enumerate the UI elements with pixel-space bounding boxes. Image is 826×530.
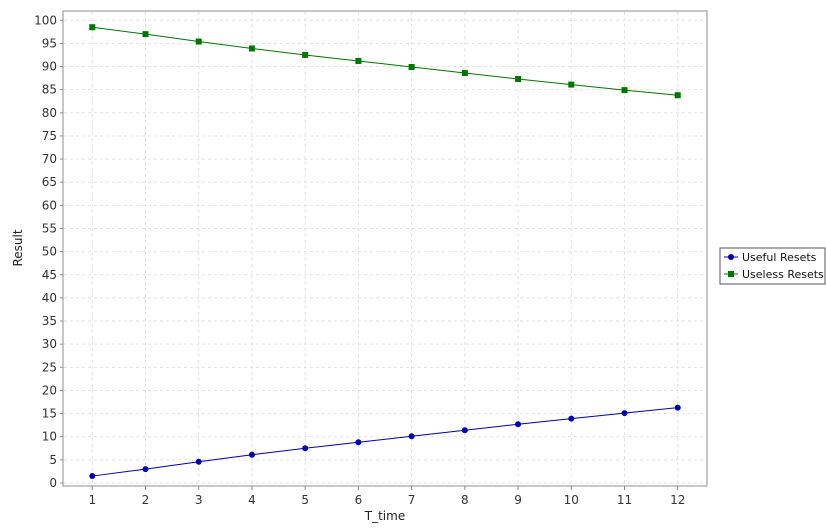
y-tick-label: 55 — [42, 221, 57, 235]
legend-label: Useful Resets — [742, 251, 817, 264]
data-point-circle — [195, 458, 202, 465]
x-axis-title: T_time — [364, 509, 405, 523]
x-tick-label: 10 — [564, 493, 579, 507]
legend-marker-circle — [728, 254, 734, 260]
data-point-square — [568, 81, 575, 88]
series-line — [92, 26, 678, 96]
y-tick-label: 65 — [42, 175, 57, 189]
y-tick-label: 50 — [42, 245, 57, 259]
y-tick-label: 25 — [42, 360, 57, 374]
y-tick-label: 15 — [42, 407, 57, 421]
y-axis-title: Result — [11, 229, 25, 266]
legend-marker-square — [728, 271, 734, 277]
x-tick-label: 6 — [355, 493, 363, 507]
y-tick-label: 85 — [42, 83, 57, 97]
data-point-square — [621, 87, 628, 94]
data-point-circle — [355, 439, 362, 446]
data-point-square — [408, 63, 415, 70]
y-tick-label: 35 — [42, 314, 57, 328]
data-point-circle — [302, 445, 309, 452]
data-point-circle — [568, 415, 575, 422]
x-tick-label: 12 — [670, 493, 685, 507]
data-point-square — [302, 51, 309, 58]
data-point-square — [248, 45, 255, 52]
y-tick-label: 100 — [34, 13, 57, 27]
y-tick-label: 40 — [42, 291, 57, 305]
data-point-circle — [461, 427, 468, 434]
data-point-square — [355, 57, 362, 64]
y-tick-label: 90 — [42, 60, 57, 74]
data-point-circle — [515, 421, 522, 428]
data-point-square — [461, 70, 468, 77]
y-tick-label: 70 — [42, 152, 57, 166]
grid-lines — [64, 12, 706, 485]
y-tick-label: 0 — [49, 476, 57, 490]
x-tick-label: 8 — [461, 493, 469, 507]
axes: 0510152025303540455055606570758085909510… — [34, 13, 685, 507]
data-point-square — [674, 92, 681, 99]
data-point-square — [89, 24, 96, 31]
y-tick-label: 75 — [42, 129, 57, 143]
y-tick-label: 5 — [49, 453, 57, 467]
data-point-circle — [142, 466, 149, 473]
y-tick-label: 30 — [42, 337, 57, 351]
y-tick-label: 80 — [42, 106, 57, 120]
x-tick-label: 2 — [142, 493, 150, 507]
data-point-circle — [89, 473, 96, 480]
data-point-square — [195, 38, 202, 45]
y-tick-label: 10 — [42, 430, 57, 444]
data-point-circle — [408, 433, 415, 440]
x-tick-label: 7 — [408, 493, 416, 507]
data-point-circle — [674, 404, 681, 411]
y-tick-label: 95 — [42, 36, 57, 50]
legend-label: Useless Resets — [742, 268, 824, 281]
series-lines — [89, 24, 681, 480]
x-tick-label: 9 — [514, 493, 522, 507]
y-tick-label: 45 — [42, 268, 57, 282]
x-tick-label: 1 — [88, 493, 96, 507]
legend: Useful Resets Useless Resets — [719, 247, 826, 285]
x-tick-label: 4 — [248, 493, 256, 507]
x-tick-label: 11 — [617, 493, 632, 507]
data-point-square — [515, 76, 522, 83]
data-point-square — [142, 31, 149, 38]
y-tick-label: 20 — [42, 383, 57, 397]
x-tick-label: 5 — [301, 493, 309, 507]
series-line — [92, 407, 678, 477]
x-tick-label: 3 — [195, 493, 203, 507]
data-point-circle — [621, 410, 628, 417]
data-point-circle — [248, 451, 255, 458]
legend-box — [719, 247, 826, 285]
y-tick-label: 60 — [42, 198, 57, 212]
